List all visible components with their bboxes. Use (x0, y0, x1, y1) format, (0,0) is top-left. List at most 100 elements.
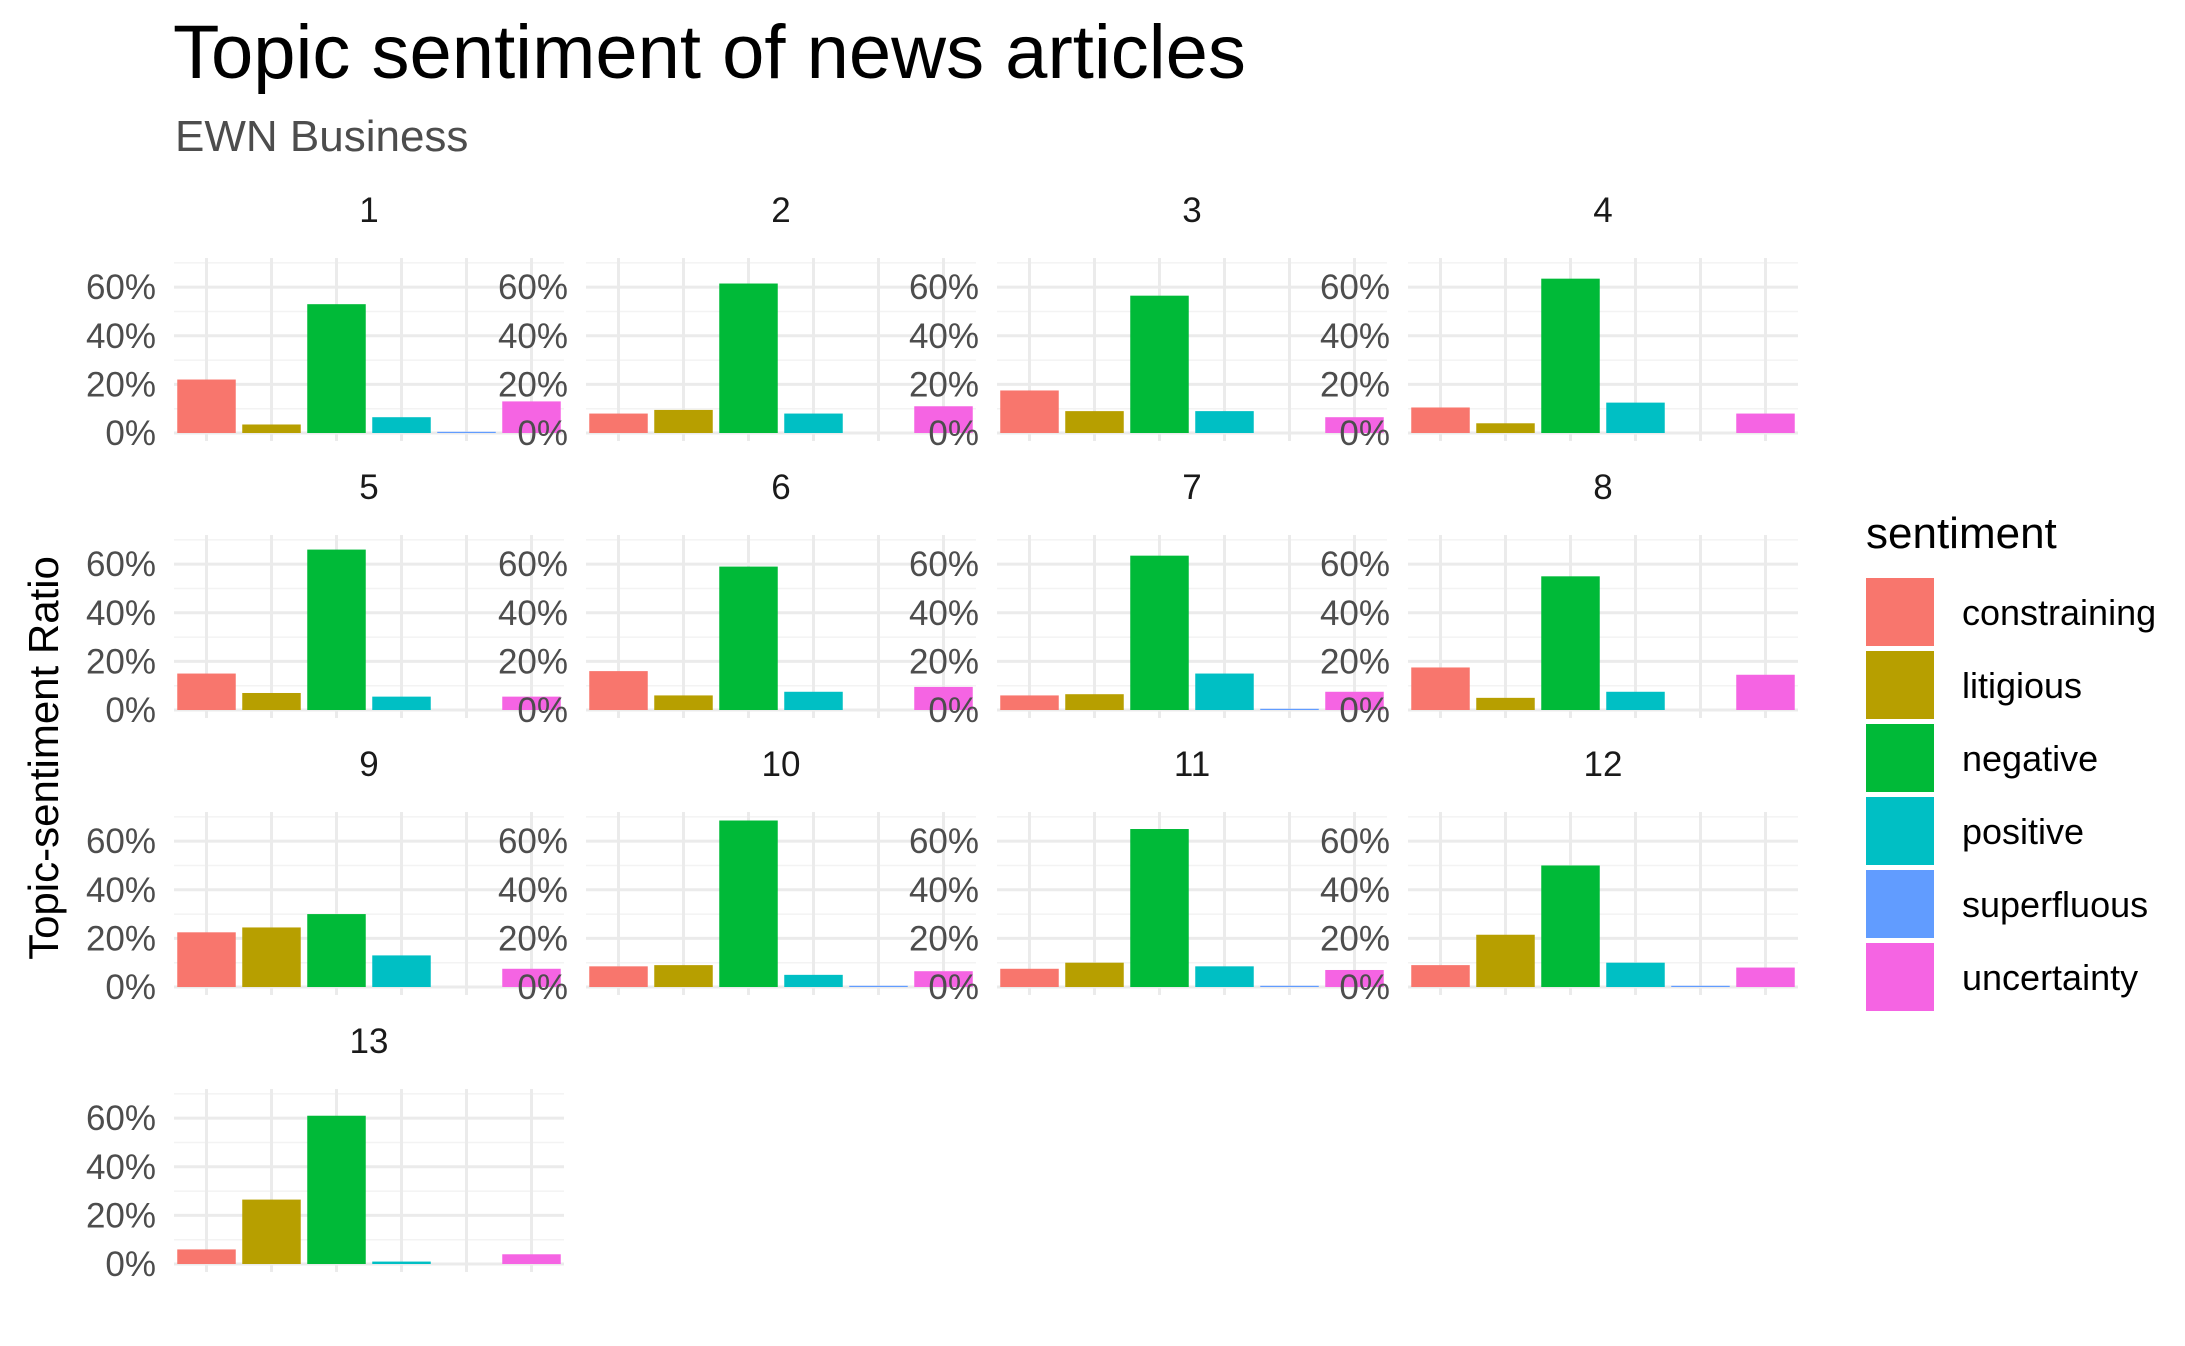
bar-positive (372, 417, 431, 433)
chart-subtitle: EWN Business (175, 112, 468, 161)
bar-negative (307, 914, 366, 987)
y-tick-label: 60% (498, 822, 568, 861)
bar-uncertainty (1325, 691, 1384, 710)
y-tick-label: 40% (1320, 317, 1390, 356)
facet-strip-label: 6 (771, 468, 790, 507)
facet-panel: 9 0% 20% 40% 60% (86, 745, 564, 1007)
bar-uncertainty (914, 406, 973, 433)
bar-constraining (177, 673, 236, 710)
bar-uncertainty (1736, 967, 1795, 987)
bar-litigious (242, 927, 301, 987)
bar-constraining (589, 966, 648, 987)
y-tick-label: 40% (86, 317, 156, 356)
bar-constraining (177, 932, 236, 987)
y-tick-label: 40% (86, 871, 156, 910)
y-tick-label: 60% (86, 1099, 156, 1138)
facet-strip-label: 9 (359, 745, 378, 784)
bar-positive (784, 691, 843, 710)
y-tick-label: 60% (1320, 822, 1390, 861)
bar-negative (719, 283, 778, 433)
y-tick-label: 60% (498, 545, 568, 584)
legend-label-litigious: litigious (1962, 665, 2082, 706)
y-tick-label: 20% (86, 642, 156, 681)
facet-strip-label: 1 (359, 191, 378, 230)
bar-constraining (1000, 390, 1059, 433)
y-axis-label: Topic-sentiment Ratio (20, 556, 67, 960)
y-tick-label: 40% (909, 594, 979, 633)
bar-negative (719, 566, 778, 710)
bar-litigious (242, 692, 301, 710)
y-tick-label: 20% (86, 365, 156, 404)
y-tick-label: 40% (498, 317, 568, 356)
bar-negative (307, 304, 366, 433)
bar-litigious (654, 965, 713, 987)
legend-key-litigious (1866, 651, 1934, 719)
bar-positive (1606, 691, 1665, 710)
facet-strip-label: 12 (1584, 745, 1623, 784)
facet-panel: 13 0% 20% 40% 60% (86, 1022, 564, 1284)
facet-strip-label: 2 (771, 191, 790, 230)
y-tick-label: 40% (1320, 871, 1390, 910)
bar-litigious (1065, 411, 1124, 433)
legend-key-negative (1866, 724, 1934, 792)
bar-uncertainty (914, 686, 973, 710)
y-tick-label: 20% (498, 642, 568, 681)
y-tick-label: 60% (86, 545, 156, 584)
bar-negative (719, 820, 778, 987)
bar-positive (1606, 402, 1665, 433)
bar-positive (784, 974, 843, 987)
y-tick-label: 0% (517, 968, 568, 1007)
bar-positive (372, 696, 431, 710)
y-tick-label: 0% (105, 1245, 156, 1284)
y-tick-label: 20% (1320, 919, 1390, 958)
bar-uncertainty (502, 1254, 561, 1264)
bar-superfluous (1260, 708, 1319, 710)
legend-items: constraining litigious negative positive sup… (1866, 578, 2156, 1011)
y-tick-label: 0% (105, 414, 156, 453)
y-tick-label: 20% (1320, 365, 1390, 404)
bar-negative (1130, 295, 1189, 433)
y-tick-label: 0% (517, 414, 568, 453)
bar-litigious (654, 409, 713, 433)
facet-strip-label: 11 (1174, 745, 1210, 784)
bar-negative (1130, 555, 1189, 710)
facet-panel: 11 0% 20% 40% 60% (909, 745, 1387, 1007)
y-tick-label: 40% (1320, 594, 1390, 633)
y-tick-label: 0% (1339, 968, 1390, 1007)
y-tick-label: 20% (909, 365, 979, 404)
y-tick-label: 60% (909, 545, 979, 584)
y-tick-label: 20% (86, 919, 156, 958)
chart-title: Topic sentiment of news articles (173, 10, 1246, 95)
y-tick-label: 60% (1320, 268, 1390, 307)
y-tick-label: 60% (86, 268, 156, 307)
y-tick-label: 40% (909, 317, 979, 356)
y-tick-label: 20% (498, 365, 568, 404)
bar-superfluous (849, 985, 908, 987)
bar-positive (1606, 962, 1665, 987)
bar-positive (372, 955, 431, 987)
legend-label-uncertainty: uncertainty (1962, 957, 2138, 998)
legend-key-superfluous (1866, 870, 1934, 938)
facet-strip-label: 13 (350, 1022, 389, 1061)
y-tick-label: 40% (909, 871, 979, 910)
y-tick-label: 60% (1320, 545, 1390, 584)
facet-panel: 8 0% 20% 40% 60% (1320, 468, 1798, 730)
bar-constraining (1000, 968, 1059, 987)
y-tick-label: 40% (86, 1148, 156, 1187)
bar-constraining (177, 1249, 236, 1264)
legend-key-positive (1866, 797, 1934, 865)
facet-strip-label: 10 (762, 745, 801, 784)
bar-negative (1541, 278, 1600, 433)
bar-constraining (1411, 667, 1470, 710)
bar-negative (1130, 829, 1189, 987)
facet-panel: 20%20%40%60% (498, 191, 976, 453)
facet-panel: 1 0% 20% 40% 60% (86, 191, 564, 453)
facet-panel: 10 0% 20% 40% 60% (498, 745, 976, 1007)
bar-constraining (1411, 407, 1470, 433)
facet-strip-label: 7 (1182, 468, 1201, 507)
legend-key-constraining (1866, 578, 1934, 646)
bar-uncertainty (502, 696, 561, 710)
bar-litigious (1476, 697, 1535, 710)
bar-uncertainty (1325, 417, 1384, 433)
